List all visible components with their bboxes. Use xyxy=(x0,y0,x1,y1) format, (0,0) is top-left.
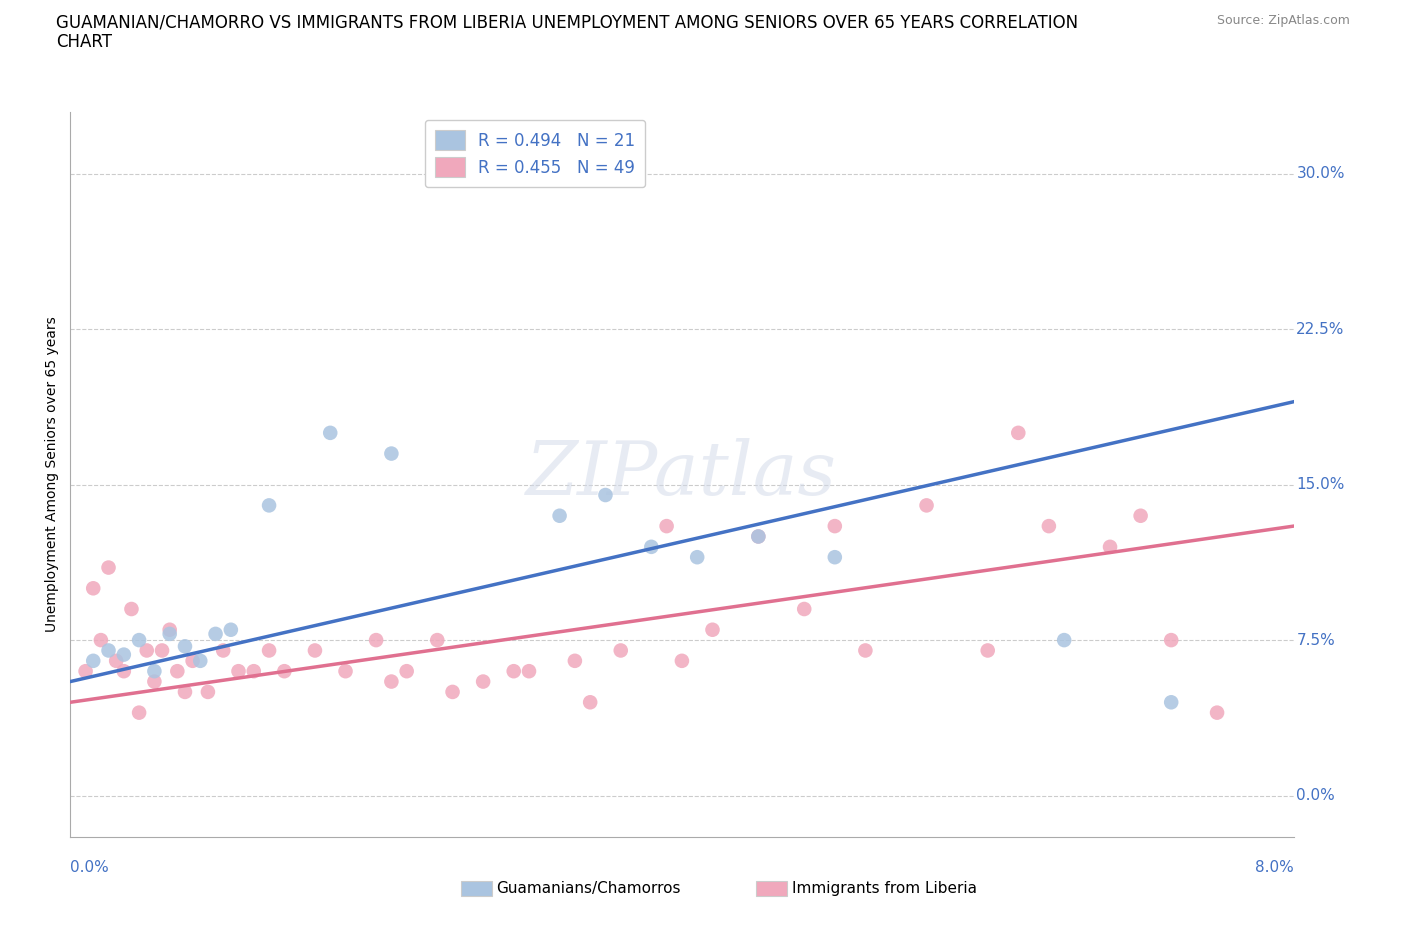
Point xyxy=(174,639,197,654)
Point xyxy=(855,643,877,658)
Point xyxy=(219,622,242,637)
Point xyxy=(380,446,402,461)
Point xyxy=(502,664,524,679)
Point xyxy=(1160,695,1182,710)
Text: Guamanians/Chamorros: Guamanians/Chamorros xyxy=(496,881,681,896)
Point xyxy=(747,529,769,544)
Point xyxy=(335,664,357,679)
Point xyxy=(143,664,166,679)
Point xyxy=(472,674,495,689)
Text: CHART: CHART xyxy=(56,33,112,50)
Text: 7.5%: 7.5% xyxy=(1296,632,1336,647)
Point xyxy=(166,664,188,679)
Point xyxy=(204,627,226,642)
Point xyxy=(517,664,540,679)
Point xyxy=(82,654,104,669)
Text: Source: ZipAtlas.com: Source: ZipAtlas.com xyxy=(1216,14,1350,27)
Point xyxy=(228,664,250,679)
Legend: R = 0.494   N = 21, R = 0.455   N = 49: R = 0.494 N = 21, R = 0.455 N = 49 xyxy=(425,120,645,187)
Point xyxy=(257,498,280,512)
Point xyxy=(319,425,342,440)
Point xyxy=(112,647,135,662)
Point xyxy=(793,602,815,617)
Point xyxy=(273,664,295,679)
Point xyxy=(128,705,150,720)
Point xyxy=(174,684,197,699)
Point xyxy=(243,664,266,679)
Point xyxy=(143,674,166,689)
Point xyxy=(366,632,388,647)
Point xyxy=(82,581,104,596)
Point xyxy=(824,519,846,534)
Point xyxy=(121,602,143,617)
Text: 8.0%: 8.0% xyxy=(1254,860,1294,875)
Point xyxy=(159,622,181,637)
Point xyxy=(97,643,120,658)
Point xyxy=(1206,705,1229,720)
Point xyxy=(441,684,464,699)
Point xyxy=(548,509,571,524)
Point xyxy=(395,664,418,679)
Point xyxy=(595,487,617,502)
Point xyxy=(579,695,602,710)
Point xyxy=(197,684,219,699)
Text: 30.0%: 30.0% xyxy=(1296,166,1344,181)
Point xyxy=(686,550,709,565)
Point xyxy=(150,643,173,658)
Point xyxy=(610,643,633,658)
Point xyxy=(702,622,724,637)
Text: ZIPatlas: ZIPatlas xyxy=(526,438,838,511)
Point xyxy=(1099,539,1122,554)
Point xyxy=(112,664,135,679)
Point xyxy=(655,519,678,534)
Point xyxy=(181,654,204,669)
Point xyxy=(671,654,693,669)
Point xyxy=(915,498,938,512)
Point xyxy=(1007,425,1029,440)
Text: GUAMANIAN/CHAMORRO VS IMMIGRANTS FROM LIBERIA UNEMPLOYMENT AMONG SENIORS OVER 65: GUAMANIAN/CHAMORRO VS IMMIGRANTS FROM LI… xyxy=(56,14,1078,32)
Point xyxy=(1129,509,1152,524)
Point xyxy=(640,539,662,554)
Point xyxy=(564,654,586,669)
Point xyxy=(1053,632,1076,647)
Point xyxy=(1160,632,1182,647)
Point xyxy=(824,550,846,565)
Point xyxy=(75,664,97,679)
Y-axis label: Unemployment Among Seniors over 65 years: Unemployment Among Seniors over 65 years xyxy=(45,316,59,632)
Text: 0.0%: 0.0% xyxy=(70,860,110,875)
Text: 15.0%: 15.0% xyxy=(1296,477,1344,492)
Point xyxy=(747,529,769,544)
Text: 0.0%: 0.0% xyxy=(1296,788,1336,803)
Point xyxy=(105,654,128,669)
Point xyxy=(97,560,120,575)
Point xyxy=(380,674,402,689)
Text: 22.5%: 22.5% xyxy=(1296,322,1344,337)
Point xyxy=(135,643,157,658)
Point xyxy=(1038,519,1060,534)
Point xyxy=(212,643,235,658)
Point xyxy=(426,632,449,647)
Point xyxy=(159,627,181,642)
Point xyxy=(128,632,150,647)
Point xyxy=(188,654,211,669)
Text: Immigrants from Liberia: Immigrants from Liberia xyxy=(792,881,977,896)
Point xyxy=(976,643,998,658)
Point xyxy=(257,643,280,658)
Point xyxy=(90,632,112,647)
Point xyxy=(304,643,326,658)
